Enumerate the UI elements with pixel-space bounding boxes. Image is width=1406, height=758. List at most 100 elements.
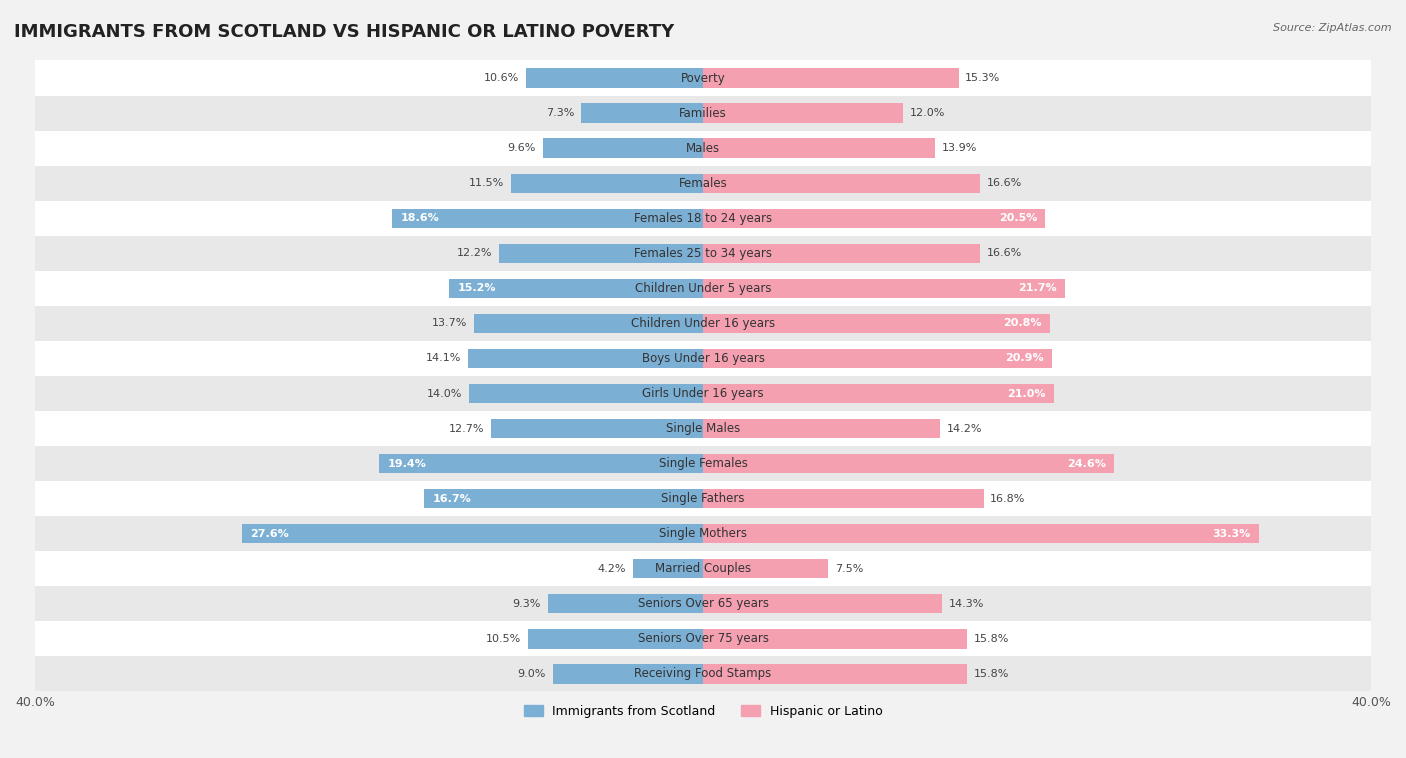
- Bar: [703, 279, 1066, 298]
- Legend: Immigrants from Scotland, Hispanic or Latino: Immigrants from Scotland, Hispanic or La…: [519, 700, 887, 723]
- Text: 13.7%: 13.7%: [432, 318, 468, 328]
- Bar: [35, 411, 1371, 446]
- Bar: [703, 139, 935, 158]
- Text: 21.7%: 21.7%: [1018, 283, 1057, 293]
- Bar: [35, 96, 1371, 130]
- Text: Single Fathers: Single Fathers: [661, 492, 745, 505]
- Text: 12.0%: 12.0%: [910, 108, 945, 118]
- Text: 15.8%: 15.8%: [973, 669, 1010, 679]
- Text: 15.2%: 15.2%: [457, 283, 496, 293]
- Bar: [35, 587, 1371, 622]
- Text: Single Mothers: Single Mothers: [659, 528, 747, 540]
- Bar: [703, 243, 980, 263]
- Bar: [703, 314, 1050, 333]
- Bar: [703, 103, 904, 123]
- Bar: [449, 279, 703, 298]
- Text: Children Under 16 years: Children Under 16 years: [631, 317, 775, 330]
- Bar: [35, 516, 1371, 551]
- Bar: [510, 174, 703, 193]
- Text: Females 18 to 24 years: Females 18 to 24 years: [634, 211, 772, 224]
- Bar: [548, 594, 703, 613]
- Text: Girls Under 16 years: Girls Under 16 years: [643, 387, 763, 400]
- Text: Children Under 5 years: Children Under 5 years: [634, 282, 772, 295]
- Bar: [703, 349, 1052, 368]
- Text: 19.4%: 19.4%: [387, 459, 426, 468]
- Text: 33.3%: 33.3%: [1212, 529, 1251, 539]
- Text: 15.8%: 15.8%: [973, 634, 1010, 644]
- Text: 24.6%: 24.6%: [1067, 459, 1105, 468]
- Bar: [35, 61, 1371, 96]
- Text: 14.3%: 14.3%: [949, 599, 984, 609]
- Bar: [543, 139, 703, 158]
- Bar: [392, 208, 703, 228]
- Bar: [581, 103, 703, 123]
- Text: Females 25 to 34 years: Females 25 to 34 years: [634, 247, 772, 260]
- Bar: [470, 384, 703, 403]
- Bar: [703, 664, 967, 684]
- Text: 13.9%: 13.9%: [942, 143, 977, 153]
- Bar: [35, 446, 1371, 481]
- Text: 9.3%: 9.3%: [513, 599, 541, 609]
- Text: Males: Males: [686, 142, 720, 155]
- Text: Poverty: Poverty: [681, 71, 725, 84]
- Bar: [703, 384, 1053, 403]
- Bar: [526, 68, 703, 88]
- Text: 11.5%: 11.5%: [470, 178, 505, 188]
- Bar: [703, 454, 1114, 473]
- Bar: [35, 236, 1371, 271]
- Text: Married Couples: Married Couples: [655, 562, 751, 575]
- Text: Boys Under 16 years: Boys Under 16 years: [641, 352, 765, 365]
- Text: 14.1%: 14.1%: [426, 353, 461, 363]
- Bar: [703, 208, 1046, 228]
- Bar: [553, 664, 703, 684]
- Text: 14.0%: 14.0%: [427, 389, 463, 399]
- Bar: [491, 419, 703, 438]
- Bar: [499, 243, 703, 263]
- Bar: [633, 559, 703, 578]
- Bar: [242, 524, 703, 543]
- Text: Seniors Over 65 years: Seniors Over 65 years: [637, 597, 769, 610]
- Text: Families: Families: [679, 107, 727, 120]
- Text: Females: Females: [679, 177, 727, 190]
- Text: Single Males: Single Males: [666, 422, 740, 435]
- Bar: [703, 524, 1260, 543]
- Bar: [474, 314, 703, 333]
- Text: 21.0%: 21.0%: [1007, 389, 1046, 399]
- Bar: [380, 454, 703, 473]
- Text: 18.6%: 18.6%: [401, 213, 440, 224]
- Bar: [703, 419, 941, 438]
- Text: Single Females: Single Females: [658, 457, 748, 470]
- Text: 27.6%: 27.6%: [250, 529, 290, 539]
- Text: 16.8%: 16.8%: [990, 493, 1025, 503]
- Text: Source: ZipAtlas.com: Source: ZipAtlas.com: [1274, 23, 1392, 33]
- Text: Receiving Food Stamps: Receiving Food Stamps: [634, 668, 772, 681]
- Text: 20.9%: 20.9%: [1005, 353, 1043, 363]
- Text: 4.2%: 4.2%: [598, 564, 626, 574]
- Bar: [35, 376, 1371, 411]
- Text: 7.3%: 7.3%: [546, 108, 575, 118]
- Text: IMMIGRANTS FROM SCOTLAND VS HISPANIC OR LATINO POVERTY: IMMIGRANTS FROM SCOTLAND VS HISPANIC OR …: [14, 23, 675, 41]
- Bar: [703, 594, 942, 613]
- Bar: [703, 489, 984, 509]
- Text: 16.7%: 16.7%: [433, 493, 471, 503]
- Bar: [35, 622, 1371, 656]
- Text: 10.5%: 10.5%: [485, 634, 522, 644]
- Text: 12.7%: 12.7%: [449, 424, 484, 434]
- Bar: [703, 68, 959, 88]
- Text: 9.6%: 9.6%: [508, 143, 536, 153]
- Bar: [35, 551, 1371, 587]
- Bar: [35, 656, 1371, 691]
- Text: 16.6%: 16.6%: [987, 178, 1022, 188]
- Bar: [35, 271, 1371, 306]
- Text: 20.8%: 20.8%: [1004, 318, 1042, 328]
- Bar: [703, 559, 828, 578]
- Text: Seniors Over 75 years: Seniors Over 75 years: [637, 632, 769, 645]
- Text: 15.3%: 15.3%: [965, 73, 1001, 83]
- Bar: [35, 481, 1371, 516]
- Bar: [35, 130, 1371, 166]
- Text: 20.5%: 20.5%: [998, 213, 1038, 224]
- Bar: [35, 201, 1371, 236]
- Bar: [35, 341, 1371, 376]
- Bar: [527, 629, 703, 649]
- Text: 7.5%: 7.5%: [835, 564, 863, 574]
